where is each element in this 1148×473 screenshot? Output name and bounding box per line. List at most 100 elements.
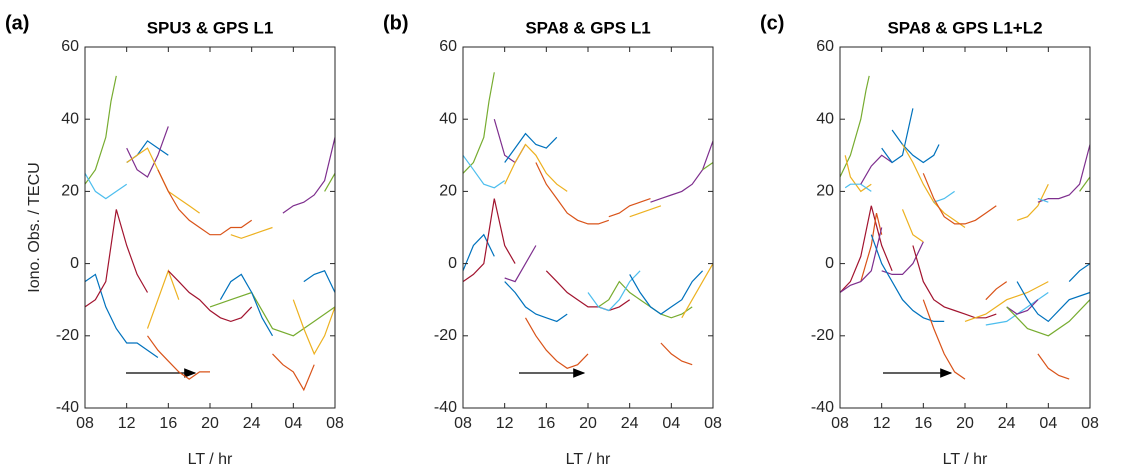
data-line (912, 245, 997, 319)
x-tick-label: 16 (914, 415, 932, 432)
data-line (504, 245, 537, 283)
data-line (462, 198, 516, 283)
x-tick-label: 12 (496, 415, 514, 432)
data-line (535, 162, 609, 225)
data-line (839, 75, 870, 178)
panel-label: (a) (5, 12, 29, 34)
data-line (84, 75, 117, 185)
x-tick-label: 08 (76, 415, 94, 432)
x-tick-label: 04 (662, 415, 680, 432)
data-line (629, 205, 662, 218)
y-tick-label: -40 (811, 399, 834, 416)
data-line (598, 280, 693, 319)
panel-label: (c) (760, 12, 784, 34)
data-line (462, 154, 506, 189)
x-tick-label: 04 (284, 415, 302, 432)
data-line (702, 162, 714, 171)
x-axis-label: LT / hr (188, 451, 233, 468)
x-tick-label: 08 (1081, 415, 1099, 432)
panel-label: (b) (383, 12, 409, 34)
data-line (1016, 183, 1049, 221)
data-line (860, 154, 893, 185)
data-line (650, 140, 714, 203)
y-tick-label: 60 (61, 38, 79, 55)
data-line (891, 129, 940, 164)
data-line (660, 342, 693, 366)
data-line (844, 183, 872, 192)
x-tick-label: 12 (118, 415, 136, 432)
x-tick-label: 20 (579, 415, 597, 432)
y-tick-label: 40 (816, 110, 834, 127)
data-line (504, 281, 568, 323)
data-line (84, 173, 128, 200)
y-tick-label: -20 (56, 327, 79, 344)
x-tick-label: 16 (159, 415, 177, 432)
y-tick-label: 60 (816, 38, 834, 55)
data-line (881, 108, 914, 164)
data-line (901, 144, 966, 228)
x-axis-label: LT / hr (943, 451, 988, 468)
data-line (157, 169, 253, 236)
data-line (1037, 198, 1049, 203)
data-line (292, 299, 336, 356)
data-line (839, 205, 893, 293)
data-line (1079, 176, 1091, 192)
data-line (282, 137, 336, 214)
data-line (629, 270, 704, 315)
y-axis-label: Iono. Obs. / TECU (26, 162, 43, 292)
data-line (587, 270, 641, 312)
data-line (126, 126, 169, 178)
y-tick-label: 20 (439, 183, 457, 200)
data-line (147, 335, 210, 380)
data-line (1016, 281, 1091, 323)
y-tick-label: 60 (439, 38, 457, 55)
data-line (922, 299, 966, 380)
data-line (230, 226, 273, 239)
y-tick-label: 40 (61, 110, 79, 127)
data-line (303, 270, 336, 293)
x-tick-label: 12 (873, 415, 891, 432)
data-line (985, 292, 1049, 326)
data-line (545, 270, 631, 312)
y-tick-label: -20 (811, 327, 834, 344)
x-tick-label: 08 (704, 415, 722, 432)
y-tick-label: -20 (434, 327, 457, 344)
data-line (462, 233, 495, 272)
data-line (146, 269, 180, 329)
data-line (524, 317, 589, 369)
x-tick-label: 20 (956, 415, 974, 432)
x-tick-label: 24 (998, 415, 1016, 432)
chart-title: SPA8 & GPS L1+L2 (887, 18, 1042, 37)
y-tick-label: 20 (816, 183, 834, 200)
data-line (608, 198, 651, 218)
x-tick-label: 08 (326, 415, 344, 432)
data-line (1068, 263, 1091, 283)
data-line (84, 209, 149, 308)
y-tick-label: 0 (825, 255, 834, 272)
x-tick-label: 04 (1039, 415, 1057, 432)
data-line (1037, 144, 1091, 203)
data-line (1006, 299, 1039, 315)
y-tick-label: 0 (448, 255, 457, 272)
y-tick-label: -40 (56, 399, 79, 416)
data-line (985, 281, 1008, 301)
data-line (209, 291, 336, 337)
data-line (504, 143, 568, 192)
data-line (84, 273, 159, 358)
axes-box (84, 46, 336, 409)
data-line (167, 270, 253, 323)
chart-title: SPU3 & GPS L1 (147, 18, 274, 37)
y-tick-label: -40 (434, 399, 457, 416)
data-line (1037, 353, 1070, 380)
data-line (1006, 299, 1091, 337)
y-tick-label: 20 (61, 183, 79, 200)
y-tick-label: 40 (439, 110, 457, 127)
x-tick-label: 08 (831, 415, 849, 432)
data-line (681, 263, 714, 319)
x-tick-label: 16 (537, 415, 555, 432)
data-line (839, 227, 883, 293)
data-line (922, 173, 997, 225)
data-line (219, 273, 274, 337)
